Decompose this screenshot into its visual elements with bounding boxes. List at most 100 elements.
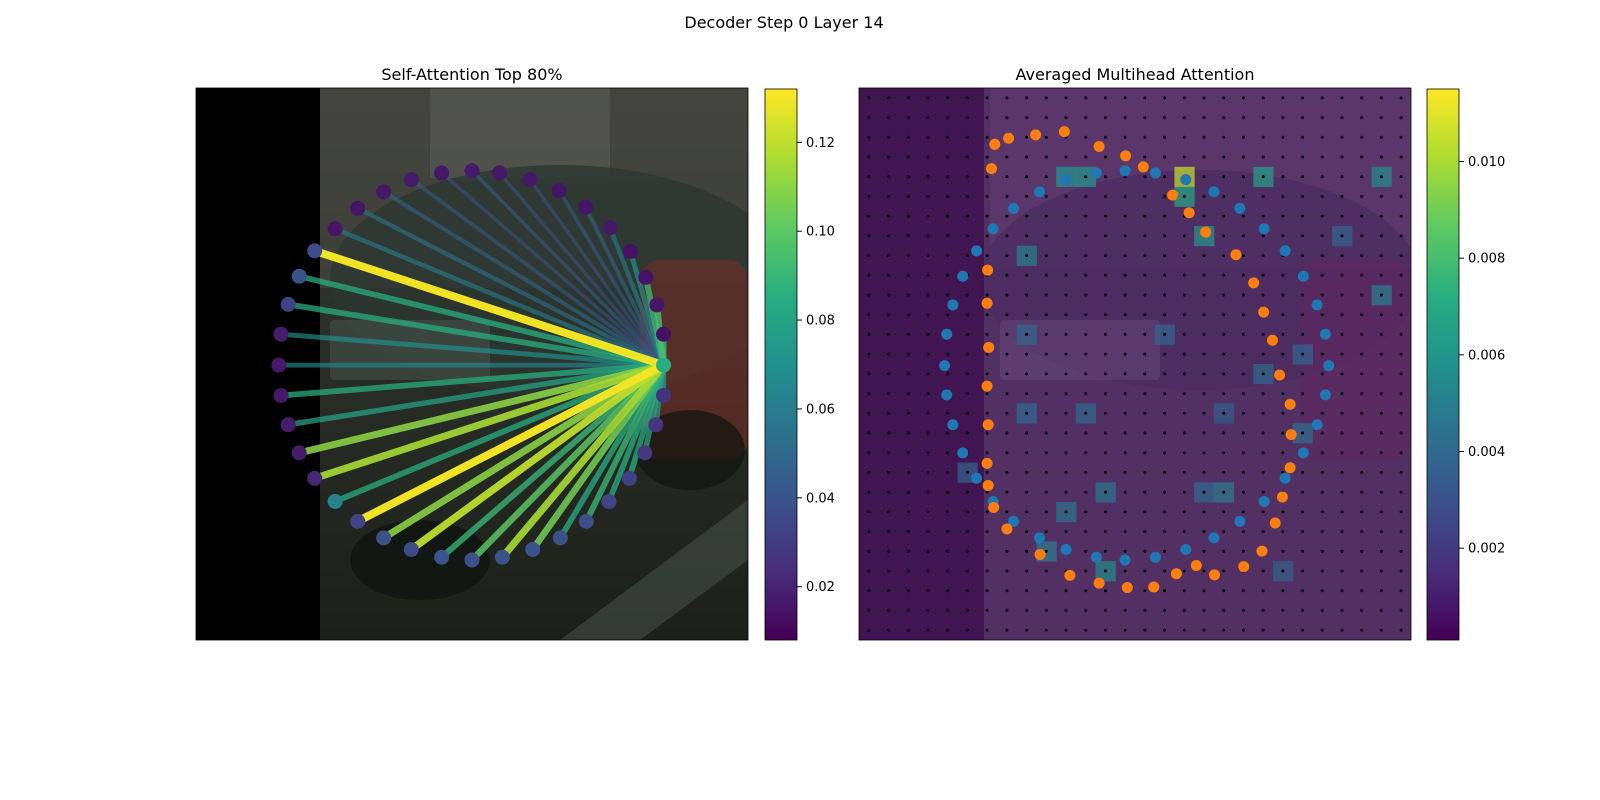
grid-dot <box>985 451 989 455</box>
orange-series-point <box>1258 306 1270 318</box>
grid-dot <box>1261 470 1265 474</box>
grid-dot <box>1044 490 1048 494</box>
grid-dot <box>926 214 930 218</box>
grid-dot <box>1084 352 1088 356</box>
grid-dot <box>1222 214 1226 218</box>
blue-series-point <box>1258 223 1270 235</box>
grid-dot <box>887 194 891 198</box>
attention-line <box>334 226 665 368</box>
grid-dot <box>1379 116 1383 120</box>
grid-dot <box>1025 214 1029 218</box>
grid-dot <box>1241 155 1245 159</box>
grid-dot <box>906 214 910 218</box>
grid-dot <box>1123 569 1127 573</box>
grid-dot <box>1123 214 1127 218</box>
grid-dot <box>867 431 871 435</box>
grid-dot <box>1064 273 1068 277</box>
orange-series-point <box>988 502 1000 514</box>
grid-dot <box>1103 589 1107 593</box>
grid-dot <box>1182 96 1186 100</box>
grid-dot <box>1123 234 1127 238</box>
grid-dot <box>1379 273 1383 277</box>
grid-dot <box>1182 135 1186 139</box>
grid-dot <box>1301 175 1305 179</box>
grid-dot <box>1261 332 1265 336</box>
blue-series-point <box>941 389 953 401</box>
grid-dot <box>1084 372 1088 376</box>
grid-dot <box>1143 530 1147 534</box>
grid-dot <box>1320 293 1324 297</box>
grid-dot <box>867 530 871 534</box>
grid-dot <box>1360 194 1364 198</box>
grid-dot <box>1281 175 1285 179</box>
blue-series-point <box>947 299 959 311</box>
grid-dot <box>946 470 950 474</box>
grid-dot <box>1301 332 1305 336</box>
orange-series-point <box>989 138 1001 150</box>
grid-dot <box>985 135 989 139</box>
attention-point <box>376 184 392 200</box>
grid-dot <box>985 569 989 573</box>
grid-dot <box>1399 372 1403 376</box>
orange-series-point <box>1238 561 1250 573</box>
grid-dot <box>1182 490 1186 494</box>
orange-series-point <box>1276 491 1288 503</box>
grid-dot <box>1103 470 1107 474</box>
attention-line <box>583 206 666 366</box>
grid-dot <box>1379 628 1383 632</box>
grid-dot <box>1340 214 1344 218</box>
grid-dot <box>1025 628 1029 632</box>
colorbar-ticks: 0.002 0.004 0.006 0.008 0.010 <box>1459 155 1505 557</box>
grid-dot <box>1143 372 1147 376</box>
grid-dot <box>1163 569 1167 573</box>
grid-dot <box>926 628 930 632</box>
grid-dot <box>1261 530 1265 534</box>
grid-dot <box>867 372 871 376</box>
grid-dot <box>965 608 969 612</box>
grid-dot <box>1222 470 1226 474</box>
grid-dot <box>1301 431 1305 435</box>
grid-dot <box>1320 135 1324 139</box>
grid-dot <box>1399 628 1403 632</box>
grid-dot <box>946 194 950 198</box>
blue-series-point <box>1311 299 1323 311</box>
grid-dot <box>1281 411 1285 415</box>
grid-dot <box>887 332 891 336</box>
colorbar-gradient <box>1426 88 1460 641</box>
grid-dot <box>1399 549 1403 553</box>
grid-dot <box>1340 155 1344 159</box>
grid-dot <box>867 392 871 396</box>
grid-dot <box>1143 490 1147 494</box>
grid-dot <box>887 313 891 317</box>
grid-dot <box>1202 589 1206 593</box>
grid-dot <box>906 608 910 612</box>
grid-dot <box>906 392 910 396</box>
grid-dot <box>1281 589 1285 593</box>
grid-dot <box>1320 608 1324 612</box>
grid-dot <box>1281 510 1285 514</box>
grid-dot <box>1103 155 1107 159</box>
grid-dot <box>887 608 891 612</box>
grid-dot <box>1241 490 1245 494</box>
grid-dot <box>926 332 930 336</box>
blue-series-point <box>1008 202 1020 214</box>
grid-dot <box>1025 470 1029 474</box>
grid-dot <box>1379 510 1383 514</box>
grid-dot <box>1241 628 1245 632</box>
grid-dot <box>1202 470 1206 474</box>
attention-line <box>499 362 667 560</box>
orange-series-point <box>1208 569 1220 581</box>
grid-dot <box>1123 628 1127 632</box>
grid-dot <box>1143 332 1147 336</box>
colorbar-ticks: 0.02 0.04 0.06 0.08 0.10 0.12 <box>797 136 835 595</box>
attention-point <box>578 199 594 215</box>
grid-dot <box>867 332 871 336</box>
grid-dot <box>985 628 989 632</box>
attention-point <box>552 530 568 546</box>
grid-dot <box>1044 411 1048 415</box>
grid-dot <box>1064 510 1068 514</box>
attention-point <box>464 163 480 179</box>
colorbar-gradient <box>764 88 798 641</box>
grid-dot <box>1340 352 1344 356</box>
grid-dot <box>1143 589 1147 593</box>
